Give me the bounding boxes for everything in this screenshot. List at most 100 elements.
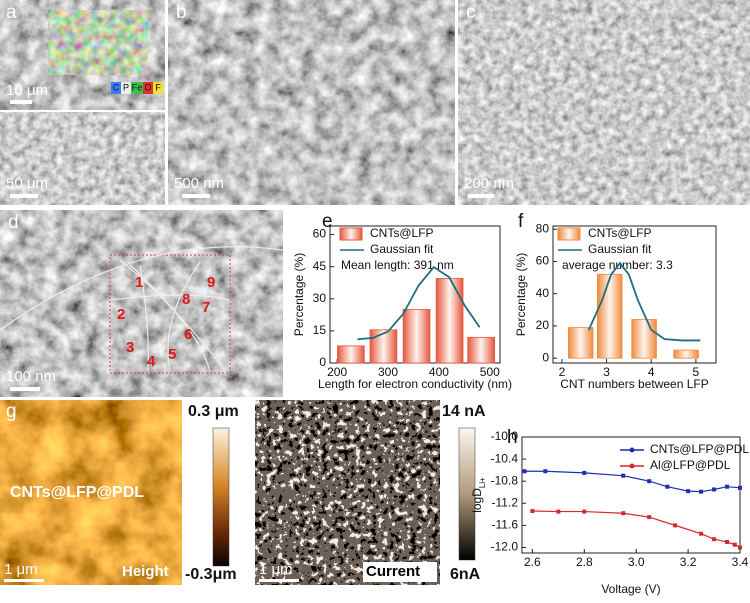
point [647,479,652,484]
cnt-marker: 5 [168,346,176,363]
scale-bar [10,387,40,391]
y-axis-label: Percentage (%) [292,253,306,336]
bar [467,336,495,364]
y-tick-label: -10.8 [491,473,519,487]
y-tick-label: 0 [542,350,549,364]
panel-label: f [518,211,524,232]
legend-label: CNTs@LFP [370,226,434,240]
cnt-marker: 8 [182,291,190,308]
cnt-marker: 4 [147,353,156,370]
point [725,539,730,544]
bar [435,278,464,364]
plot-frame [521,436,741,554]
colorbar [458,427,476,561]
scale-label: 50 μm [6,175,48,192]
panel-label: g [6,401,17,422]
y-tick-label: 80 [536,221,550,235]
scale-bar [4,579,44,582]
colorbar-min: 6nA [450,566,481,583]
x-tick-label: 5 [693,365,700,379]
scale-bar [10,194,38,198]
scale-label: 100 nm [6,368,56,385]
x-tick-label: 400 [429,365,449,379]
element-legend: C P Fe O F [111,82,163,94]
bar [369,329,398,364]
point [686,489,691,494]
afm-height-image [0,400,182,585]
point [530,509,535,514]
colorbar-min: -0.3μm [185,566,237,583]
legend-patch [557,227,581,241]
x-axis-label: CNT numbers between LFP [560,377,709,391]
x-axis-label: Length for electron conductivity (nm) [318,377,512,391]
point [522,469,527,474]
point [647,515,652,520]
y-tick-label: -11.6 [492,518,519,532]
point [725,484,730,489]
cnt-marker: 6 [184,326,192,343]
x-tick-label: 2 [559,365,566,379]
scale-label: 500 nm [174,175,224,192]
sem-image [458,0,750,205]
bar [596,273,623,359]
scale-label: 1 μm [4,561,38,578]
y-tick-label: 15 [313,323,327,337]
series-line [357,265,481,341]
x-tick-label: 500 [480,365,500,379]
element: C [113,82,120,92]
cnt-lines [0,246,284,373]
bar [567,327,594,359]
legend-label: Gaussian fit [588,242,652,256]
panel-label: a [6,2,17,23]
point [673,523,678,528]
afm-current-image [255,400,440,585]
point [712,487,717,492]
annotation: Mean length: 391 nm [341,258,454,272]
y-tick-label: 45 [313,259,327,273]
x-tick-label: 3.2 [680,555,697,569]
y-tick-label: -10.4 [491,451,519,465]
y-tick-label: -10.0 [491,429,519,443]
legend-marker [629,447,635,453]
colorbar-max: 14 nA [442,403,486,420]
point [712,537,717,542]
bar [673,349,699,359]
x-tick-label: 3.0 [628,555,645,569]
panel-label: b [176,2,187,23]
x-tick-label: 2.8 [576,555,593,569]
legend-label: CNTs@LFP [588,226,652,240]
legend-label: Al@LFP@PDL [650,458,731,472]
cnt-marker: 2 [117,306,125,323]
legend-label: Gaussian fit [370,242,434,256]
point [543,469,548,474]
point [582,509,587,514]
y-tick-label: 30 [313,291,327,305]
cnt-marker: 3 [126,339,134,356]
cnt-marker: 9 [207,274,215,291]
panel-label: e [322,211,333,232]
point [738,485,742,490]
x-tick-label: 2.6 [524,555,541,569]
point [738,545,742,550]
x-tick-label: 4 [648,365,655,379]
panel-label: h [507,427,518,448]
legend-marker [629,463,635,469]
panel-label: d [8,212,19,233]
x-tick-label: 3 [603,365,610,379]
bar [631,319,657,359]
x-tick-label: 300 [378,365,398,379]
y-tick-label: 40 [536,286,550,300]
eds-map [48,10,148,75]
cnt-marker: 7 [202,299,210,316]
series-line [587,261,701,342]
element: O [144,82,151,92]
sem-image [0,210,283,397]
roi-box [109,254,231,374]
sem-image [168,0,455,205]
y-tick-label: -12.0 [491,540,519,554]
colorbar-max: 0.3 μm [188,403,239,420]
scale-bar [468,194,494,198]
cnt-marker: 1 [135,274,143,291]
scale-label: 10 μm [6,82,48,99]
